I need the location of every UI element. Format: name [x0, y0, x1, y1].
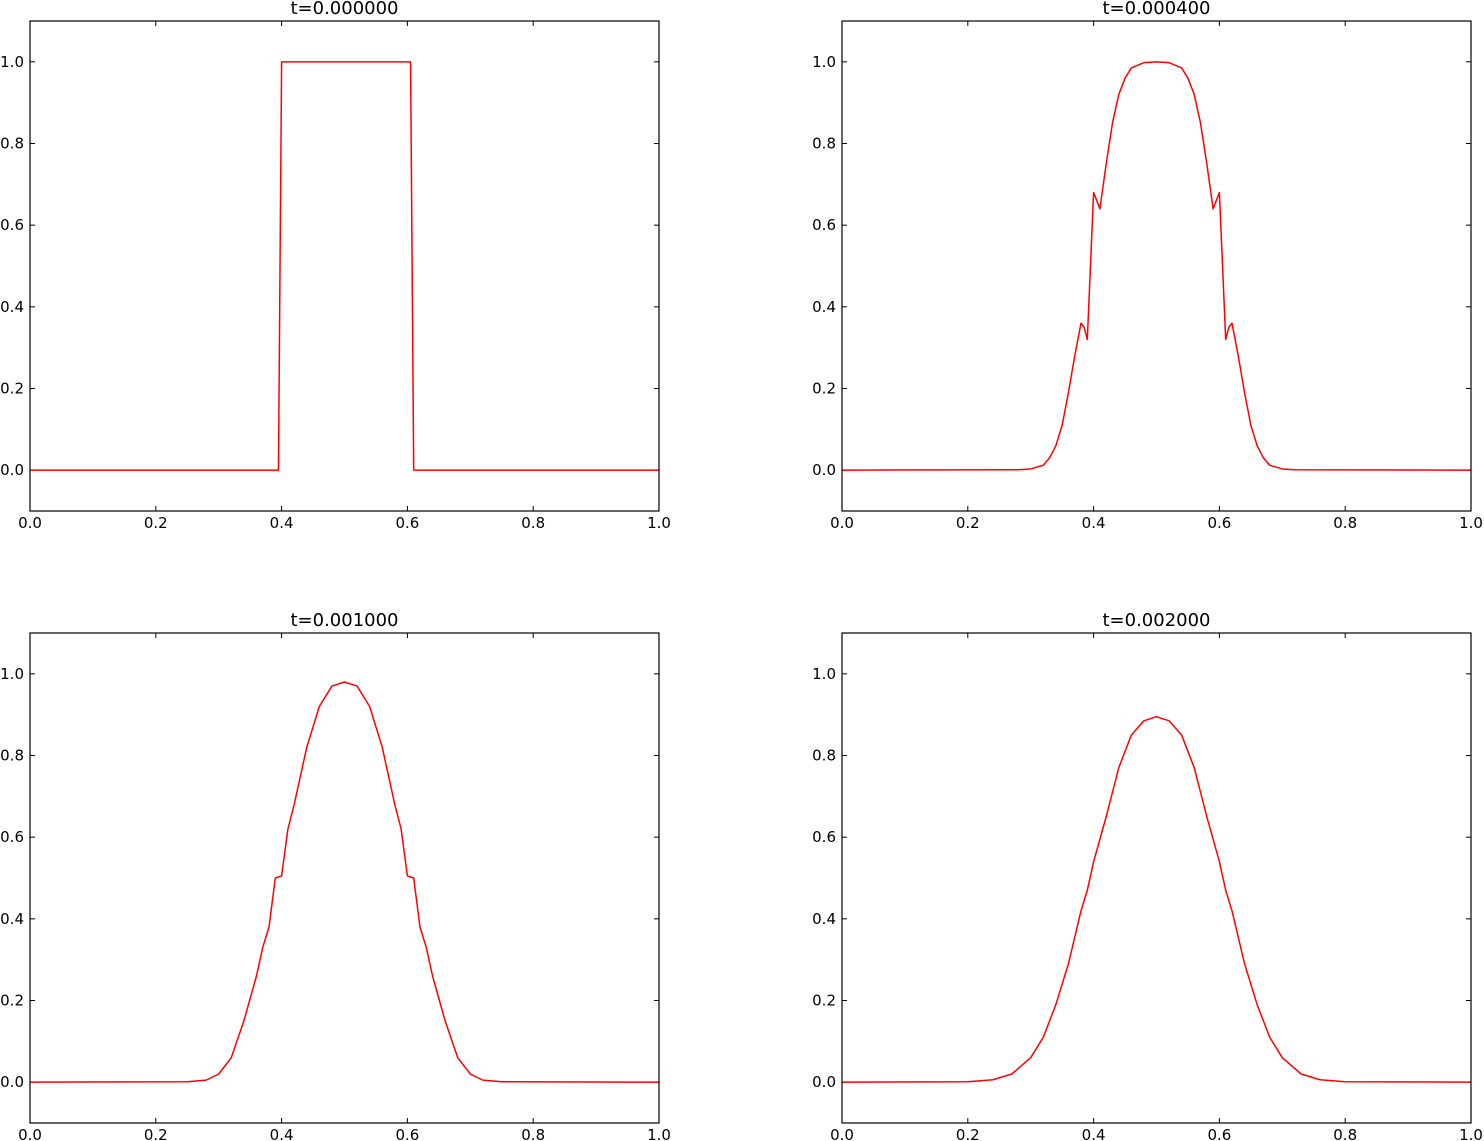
series-line [842, 715, 1471, 1083]
y-tick-label: 0.8 [0, 747, 24, 765]
subplot-1: t=0.000000 0.0 0.2 0.4 0.6 0.8 1.0 0.0 0.2 0.4 0.6… [0, 0, 671, 532]
y-tick-label: 0.2 [812, 380, 836, 398]
x-tick-label: 0.8 [521, 1126, 545, 1141]
x-tick-label: 0.0 [18, 1126, 42, 1141]
subplot-title: t=0.000000 [290, 0, 398, 19]
y-tick-label: 0.6 [812, 828, 836, 846]
x-tick-label: 0.0 [18, 514, 42, 532]
x-tick-label: 0.4 [1082, 514, 1106, 532]
x-tick-label: 1.0 [647, 1126, 671, 1141]
x-tick-label: 0.2 [956, 514, 980, 532]
x-tick-label: 0.2 [144, 1126, 168, 1141]
x-tick-label: 0.8 [1333, 1126, 1357, 1141]
y-tick-label: 0.0 [812, 1073, 836, 1091]
y-tick-label: 0.4 [812, 910, 836, 928]
y-tick-label: 0.2 [0, 380, 24, 398]
subplot-3: t=0.001000 0.0 0.2 0.4 0.6 0.8 1.0 0.0 0.2 0.4 0.6… [0, 610, 671, 1141]
axes-frame [29, 20, 660, 512]
y-tick-label: 1.0 [812, 53, 836, 71]
y-tick-label: 0.0 [812, 461, 836, 479]
y-tick-label: 0.8 [812, 135, 836, 153]
y-tick-label: 0.4 [0, 298, 24, 316]
y-tick-label: 1.0 [812, 665, 836, 683]
subplot-title: t=0.001000 [290, 610, 398, 631]
y-tick-label: 0.2 [812, 992, 836, 1010]
y-tick-label: 0.6 [812, 216, 836, 234]
x-tick-label: 1.0 [1459, 1126, 1483, 1141]
x-tick-label: 0.8 [1333, 514, 1357, 532]
y-tick-label: 0.4 [812, 298, 836, 316]
axes-frame [841, 20, 1472, 512]
axes-frame [841, 632, 1472, 1124]
y-tick-label: 0.6 [0, 216, 24, 234]
subplot-title: t=0.000400 [1102, 0, 1210, 19]
subplot-title: t=0.002000 [1102, 610, 1210, 631]
y-tick-label: 1.0 [0, 665, 24, 683]
series-line [30, 681, 659, 1083]
x-tick-label: 0.6 [1207, 514, 1231, 532]
x-tick-label: 0.6 [395, 514, 419, 532]
subplot-2: t=0.000400 0.0 0.2 0.4 0.6 0.8 1.0 0.0 0.2 0.4 0.6… [812, 0, 1483, 532]
x-tick-label: 1.0 [1459, 514, 1483, 532]
y-tick-label: 0.4 [0, 910, 24, 928]
x-tick-label: 0.8 [521, 514, 545, 532]
y-tick-label: 0.0 [0, 1073, 24, 1091]
x-tick-label: 0.0 [830, 1126, 854, 1141]
x-tick-label: 0.6 [1207, 1126, 1231, 1141]
x-tick-label: 0.4 [1082, 1126, 1106, 1141]
x-tick-label: 0.2 [144, 514, 168, 532]
y-tick-label: 0.0 [0, 461, 24, 479]
x-tick-label: 0.2 [956, 1126, 980, 1141]
x-tick-label: 1.0 [647, 514, 671, 532]
series-line [30, 61, 659, 471]
series-line [842, 61, 1471, 471]
x-tick-label: 0.0 [830, 514, 854, 532]
x-tick-label: 0.6 [395, 1126, 419, 1141]
y-tick-label: 1.0 [0, 53, 24, 71]
y-tick-label: 0.2 [0, 992, 24, 1010]
x-tick-label: 0.4 [270, 514, 294, 532]
y-tick-label: 0.8 [0, 135, 24, 153]
y-tick-label: 0.8 [812, 747, 836, 765]
x-tick-label: 0.4 [270, 1126, 294, 1141]
subplot-4: t=0.002000 0.0 0.2 0.4 0.6 0.8 1.0 0.0 0.2 0.4 0.6… [812, 610, 1483, 1141]
axes-frame [29, 632, 660, 1124]
y-tick-label: 0.6 [0, 828, 24, 846]
